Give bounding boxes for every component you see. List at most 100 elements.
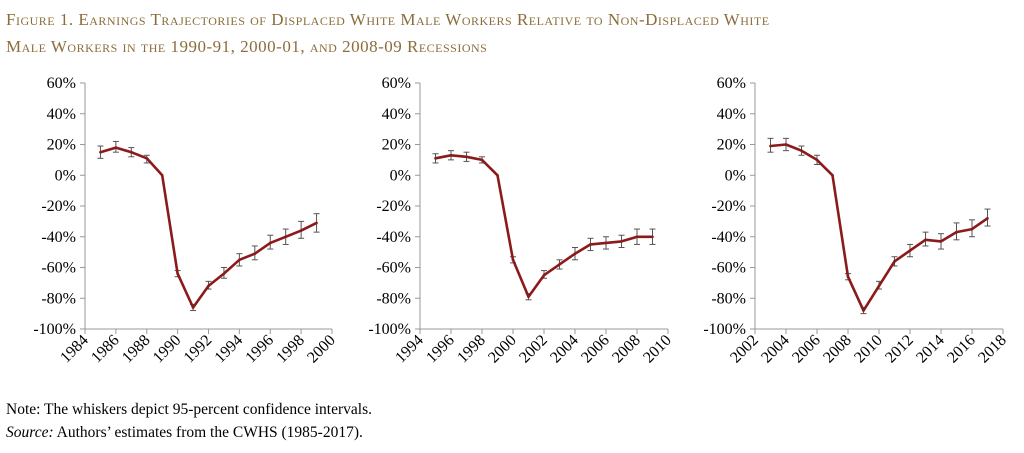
data-point <box>986 217 989 220</box>
data-point <box>558 263 561 266</box>
y-tick-label: -40% <box>376 229 411 246</box>
note-line: Note: The whiskers depict 95-percent con… <box>6 401 372 418</box>
data-point <box>284 235 287 239</box>
data-point <box>604 241 608 245</box>
y-tick-label: -100% <box>703 321 746 338</box>
data-point <box>222 272 226 275</box>
x-tick-label: 1996 <box>242 332 277 367</box>
x-tick-label: 2004 <box>758 332 793 367</box>
data-point <box>620 240 623 243</box>
data-point <box>542 273 546 277</box>
data-point <box>527 295 530 299</box>
y-tick-label: 20% <box>47 137 76 154</box>
y-tick-label: -80% <box>711 290 746 307</box>
data-point <box>831 173 834 177</box>
source-text: Authors’ estimates from the CWHS (1985-2… <box>53 424 363 441</box>
figure-title: Figure 1. Earnings Trajectories of Displ… <box>6 6 1016 60</box>
y-tick-label: -20% <box>711 198 746 215</box>
y-tick-label: 0% <box>55 167 76 184</box>
data-point <box>893 260 896 263</box>
data-point <box>862 309 865 312</box>
data-point <box>114 146 118 149</box>
x-tick-label: 2000 <box>304 332 339 367</box>
chart-panel-2000-01: 60%40%20%0%-20%-40%-60%-80%-100%19941996… <box>368 75 674 366</box>
x-tick-label: 2008 <box>609 332 644 367</box>
y-tick-label: 0% <box>725 167 746 184</box>
data-point <box>176 272 179 275</box>
y-tick-label: 40% <box>717 106 746 123</box>
y-tick-label: 40% <box>382 106 411 123</box>
data-point <box>434 157 437 160</box>
figure-title-line2: Male Workers in the 1990-91, 2000-01, an… <box>6 37 488 56</box>
y-tick-label: -80% <box>376 290 411 307</box>
figure-notes: Note: The whiskers depict 95-percent con… <box>6 398 372 444</box>
y-tick-label: 60% <box>717 75 746 92</box>
y-tick-label: 20% <box>717 137 746 154</box>
y-tick-label: 60% <box>47 75 76 92</box>
y-tick-label: -40% <box>711 229 746 246</box>
y-tick-label: 20% <box>382 137 411 154</box>
data-point <box>191 306 195 309</box>
data-point <box>573 252 577 255</box>
x-tick-label: 1994 <box>212 332 247 367</box>
data-point <box>253 252 257 255</box>
chart-panel-2008-09: 60%40%20%0%-20%-40%-60%-80%-100%20022004… <box>703 75 1009 366</box>
data-point <box>589 243 592 246</box>
y-tick-label: -60% <box>376 260 411 277</box>
data-point <box>955 230 958 234</box>
y-tick-label: -60% <box>711 260 746 277</box>
data-point <box>939 240 943 243</box>
data-point <box>268 241 272 245</box>
y-tick-label: -20% <box>41 198 76 215</box>
x-tick-label: 1998 <box>273 332 308 367</box>
x-tick-label: 2000 <box>485 332 520 367</box>
y-tick-label: -100% <box>33 321 76 338</box>
y-tick-label: -40% <box>41 229 76 246</box>
data-point <box>908 249 912 252</box>
data-point <box>511 258 515 262</box>
data-point <box>635 235 639 239</box>
y-tick-label: -20% <box>376 198 411 215</box>
chart-panel-1990-91: 60%40%20%0%-20%-40%-60%-80%-100%19841986… <box>33 75 338 366</box>
x-tick-label: 2008 <box>820 332 855 367</box>
data-point <box>784 143 788 146</box>
data-point <box>769 144 772 148</box>
data-point <box>145 157 149 160</box>
x-tick-label: 1992 <box>181 332 216 367</box>
data-point <box>465 155 468 159</box>
source-label: Source: <box>6 424 54 441</box>
data-point <box>480 158 484 162</box>
x-tick-label: 1986 <box>88 332 123 367</box>
x-tick-label: 2016 <box>944 332 979 367</box>
source-line: Source: Authors’ estimates from the CWHS… <box>6 421 372 444</box>
y-tick-label: 40% <box>47 106 76 123</box>
x-tick-label: 2006 <box>789 332 824 367</box>
data-point <box>970 227 974 231</box>
data-point <box>846 275 850 279</box>
y-tick-label: 0% <box>390 167 411 184</box>
x-tick-label: 2006 <box>578 332 613 367</box>
data-point <box>207 284 210 288</box>
data-point <box>877 284 881 288</box>
data-point <box>99 150 102 154</box>
y-tick-label: -60% <box>41 260 76 277</box>
data-point <box>449 153 453 157</box>
data-point <box>160 173 164 177</box>
x-tick-label: 2002 <box>516 332 551 367</box>
x-tick-label: 1990 <box>150 332 185 367</box>
x-tick-label: 2004 <box>547 332 582 367</box>
data-point <box>238 258 241 262</box>
x-tick-label: 2014 <box>913 332 948 367</box>
x-tick-label: 2012 <box>882 332 917 367</box>
x-tick-label: 2010 <box>640 332 675 367</box>
y-tick-label: -80% <box>41 290 76 307</box>
x-tick-label: 1988 <box>119 332 154 367</box>
y-tick-label: 60% <box>382 75 411 92</box>
figure-title-line1: Figure 1. Earnings Trajectories of Displ… <box>6 10 770 29</box>
x-tick-label: 1996 <box>423 332 458 367</box>
x-tick-label: 2018 <box>975 332 1010 367</box>
data-point <box>299 229 303 232</box>
data-point <box>315 221 318 225</box>
data-point <box>130 150 133 154</box>
